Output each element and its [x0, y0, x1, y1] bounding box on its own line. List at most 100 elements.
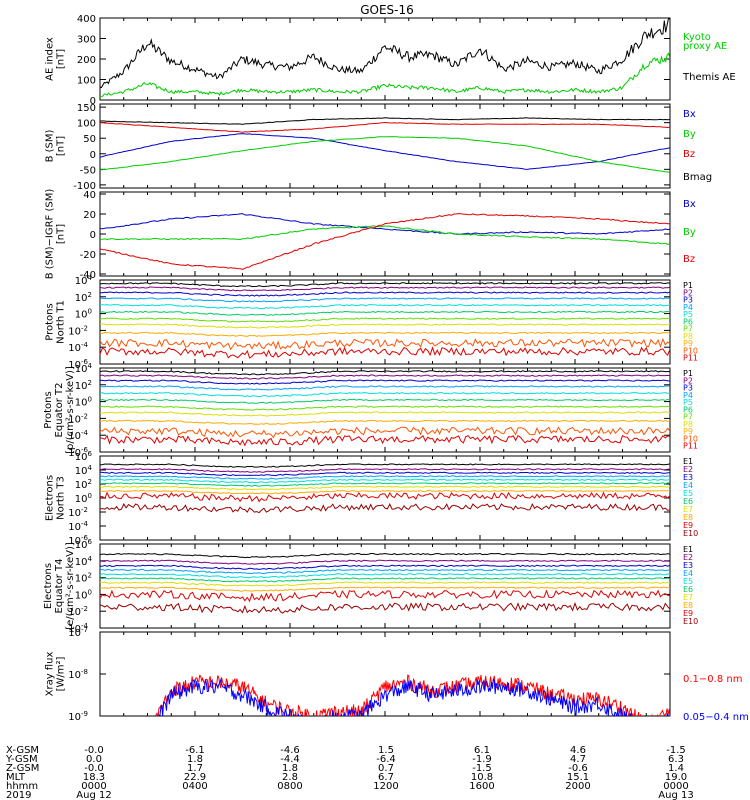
- legend-item-p7: P7: [683, 413, 693, 422]
- legend-item-p1: P1: [683, 369, 693, 378]
- series-line-p4: [100, 297, 670, 303]
- y-tick-label: 0: [90, 230, 96, 241]
- series-line-p5: [100, 304, 670, 310]
- series-line-e8: [100, 489, 670, 495]
- footer-cell: 4.7: [570, 754, 586, 765]
- y-tick-label: -50: [80, 165, 96, 176]
- legend-item: proxy AE: [683, 41, 727, 52]
- legend-item-e4: E4: [683, 569, 693, 578]
- series-line-p9: [100, 419, 670, 425]
- footer-cell: Aug 12: [76, 790, 111, 800]
- legend-item-p4: P4: [683, 303, 693, 312]
- series-line-p3: [100, 379, 670, 385]
- series-line-e5: [100, 573, 670, 579]
- series-line-e3: [100, 564, 670, 570]
- series-line-e3: [100, 471, 670, 477]
- y-axis-label: Electrons: [43, 563, 54, 609]
- legend-item-p3: P3: [683, 384, 693, 393]
- series-line-p1: [100, 282, 670, 288]
- legend-item-e5: E5: [683, 577, 693, 586]
- y-tick-label: 104: [75, 464, 93, 477]
- y-tick-label: 100: [75, 588, 92, 601]
- series-line-p10: [100, 337, 670, 351]
- legend-item-p2: P2: [683, 288, 693, 297]
- legend-item: 0.05−0.4 nm: [683, 712, 749, 723]
- footer-row-label: MLT: [6, 772, 26, 783]
- y-axis-label: [p/(cm²-s-sr-keV)]: [65, 366, 76, 454]
- legend-item-p5: P5: [683, 310, 693, 319]
- y-axis-label: North T1: [56, 300, 67, 344]
- y-tick-label: 100: [77, 119, 96, 130]
- y-axis-label: [e/(cm²-s-sr-keV)]: [65, 542, 76, 630]
- y-tick-label: 100: [75, 308, 92, 321]
- y-axis-label: [nT]: [56, 49, 67, 69]
- footer-cell: -6.4: [376, 754, 396, 765]
- series-line-themis-ae: [100, 18, 670, 89]
- footer-cell: 18.3: [83, 772, 105, 783]
- y-tick-label: 10-4: [68, 341, 88, 354]
- footer-cell: 22.9: [184, 772, 206, 783]
- footer-cell: 15.1: [567, 772, 589, 783]
- footer-cell: 0.7: [378, 763, 394, 774]
- y-tick-label: 10-9: [68, 710, 88, 723]
- legend-item: 0.1−0.8 nm: [683, 674, 742, 685]
- y-tick-label: 102: [75, 291, 92, 304]
- footer-cell: 0000: [81, 781, 106, 792]
- series-line-p9: [100, 331, 670, 337]
- footer-cell: 0400: [182, 781, 207, 792]
- footer-cell: 1.8: [187, 754, 203, 765]
- series-line-p2: [100, 286, 670, 292]
- series-line-bx: [100, 133, 670, 170]
- footer-cell: -1.5: [472, 763, 492, 774]
- legend-item-e8: E8: [683, 601, 693, 610]
- series-line-p4: [100, 385, 670, 391]
- series-line-p8: [100, 411, 670, 417]
- footer-cell: 1.5: [378, 745, 394, 756]
- y-axis-label: [nT]: [56, 136, 67, 156]
- series-line-p2: [100, 374, 670, 380]
- legend-item-p10: P10: [683, 434, 698, 443]
- footer-cell: 0000: [663, 781, 688, 792]
- series-line-e9: [100, 589, 670, 603]
- series-line-e2: [100, 559, 670, 565]
- footer-cell: -0.0: [84, 763, 104, 774]
- series-line-p8: [100, 323, 670, 329]
- y-tick-label: 20: [83, 210, 96, 221]
- legend-item-e6: E6: [683, 585, 693, 594]
- footer-cell: 1600: [469, 781, 494, 792]
- y-tick-label: 10-2: [68, 324, 88, 337]
- legend-item-e3: E3: [683, 561, 693, 570]
- footer-cell: 0.0: [86, 754, 102, 765]
- legend-item-p9: P9: [683, 339, 693, 348]
- y-tick-label: 102: [75, 379, 92, 392]
- legend-item-e4: E4: [683, 481, 693, 490]
- y-tick-label: 102: [75, 478, 92, 491]
- series-line-p11: [100, 346, 670, 359]
- series-line-e7: [100, 485, 670, 491]
- y-tick-label: 0: [90, 150, 96, 161]
- y-tick-label: 300: [77, 35, 96, 46]
- series-line-by: [100, 136, 670, 174]
- series-group: [100, 117, 670, 174]
- legend-item-e2: E2: [683, 553, 693, 562]
- footer-row-label: 2019: [6, 790, 31, 800]
- y-tick-label: 400: [77, 14, 96, 25]
- series-line-e5: [100, 478, 670, 484]
- y-tick-label: 104: [75, 274, 93, 287]
- y-axis-label: B (SM): [45, 129, 56, 162]
- legend-item-e10: E10: [683, 529, 698, 538]
- footer-cell: 19.0: [665, 772, 687, 783]
- panel-bsm: -100 -50 0 50 100 150 B (SM) [nT] Bx By Bz Bmag: [45, 103, 713, 192]
- legend-item: By: [683, 227, 696, 238]
- footer-cell: 6.3: [668, 754, 684, 765]
- panel-frame: [99, 17, 671, 101]
- legend-item: Bz: [683, 149, 695, 160]
- y-tick-label: 106: [75, 538, 93, 551]
- footer-row-label: X-GSM: [6, 745, 39, 756]
- y-tick-label: 100: [75, 396, 92, 409]
